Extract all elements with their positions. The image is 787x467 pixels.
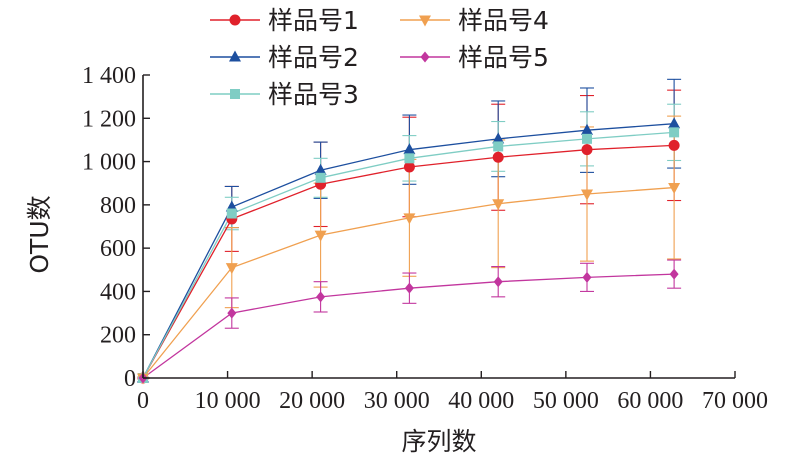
ticks-layer: 0 200 400 600 800 1 000 1 200 1 400 0 10 000 20 00… xyxy=(82,63,768,414)
series-2-point xyxy=(314,163,327,175)
series-markers-layer xyxy=(137,117,681,385)
series-1-point xyxy=(581,144,593,156)
series-5-point xyxy=(582,271,592,283)
series-2-point xyxy=(581,123,593,135)
legend-label: 样品号2 xyxy=(268,43,359,72)
series-3-point xyxy=(404,153,415,164)
series-1-point xyxy=(403,161,415,173)
series-5-point xyxy=(227,307,237,319)
axes-layer xyxy=(142,75,735,379)
legend-label: 样品号1 xyxy=(268,6,359,35)
y-tick-label: 1 400 xyxy=(82,63,136,89)
legend-label: 样品号4 xyxy=(458,6,549,35)
series-4-point xyxy=(225,263,238,275)
series-1-line xyxy=(142,144,675,379)
legend: 样品号1 样品号2 样品号3 样品号4 样品号5 xyxy=(210,6,549,109)
series-5-point xyxy=(493,276,503,288)
series-4-point xyxy=(314,230,327,242)
x-tick-label: 10 000 xyxy=(195,388,261,414)
legend-entry-2: 样品号2 xyxy=(210,43,359,72)
series-4-point xyxy=(492,199,505,211)
y-tick-label: 1 200 xyxy=(82,106,136,132)
x-tick-label: 50 000 xyxy=(533,388,599,414)
y-axis-title: OTU数 xyxy=(25,195,54,273)
series-4-point xyxy=(581,189,593,201)
series-5-point xyxy=(316,291,326,303)
y-tick-label: 400 xyxy=(100,279,136,305)
legend-swatch-marker xyxy=(230,89,240,99)
legend-label: 样品号5 xyxy=(458,43,549,72)
series-1-point xyxy=(668,139,680,151)
series-5-point xyxy=(669,268,679,280)
legend-entry-5: 样品号5 xyxy=(400,43,549,72)
x-tick-label: 0 xyxy=(137,388,149,414)
legend-swatch-marker xyxy=(229,50,241,62)
series-3-point xyxy=(315,172,326,183)
series-4-point xyxy=(668,183,681,195)
x-tick-label: 40 000 xyxy=(448,388,514,414)
series-3-point xyxy=(669,127,680,138)
series-3-point xyxy=(226,208,237,219)
y-tick-label: 1 000 xyxy=(82,150,136,176)
x-tick-label: 30 000 xyxy=(364,388,430,414)
x-tick-label: 20 000 xyxy=(279,388,345,414)
series-3-point xyxy=(582,133,592,144)
y-tick-label: 200 xyxy=(100,323,136,349)
x-tick-label: 60 000 xyxy=(617,388,683,414)
series-2-point xyxy=(403,143,416,155)
series-3-point xyxy=(493,141,504,152)
legend-entry-4: 样品号4 xyxy=(400,6,549,35)
y-tick-label: 0 xyxy=(124,366,136,392)
series-2-point xyxy=(668,117,681,129)
x-tick-label: 70 000 xyxy=(702,388,768,414)
series-4-point xyxy=(403,213,416,225)
legend-entry-3: 样品号3 xyxy=(210,80,359,109)
series-5-point xyxy=(404,282,414,294)
legend-swatch-marker xyxy=(229,14,241,26)
error-bars-layer xyxy=(224,78,682,329)
y-tick-label: 600 xyxy=(100,236,136,262)
legend-swatch-marker xyxy=(420,51,430,63)
x-axis-title: 序列数 xyxy=(401,427,476,456)
series-2-point xyxy=(492,132,505,144)
y-tick-label: 800 xyxy=(100,193,136,219)
legend-entry-1: 样品号1 xyxy=(210,6,359,35)
legend-swatch-marker xyxy=(419,15,431,27)
legend-label: 样品号3 xyxy=(268,80,359,109)
series-1-point xyxy=(492,151,504,163)
